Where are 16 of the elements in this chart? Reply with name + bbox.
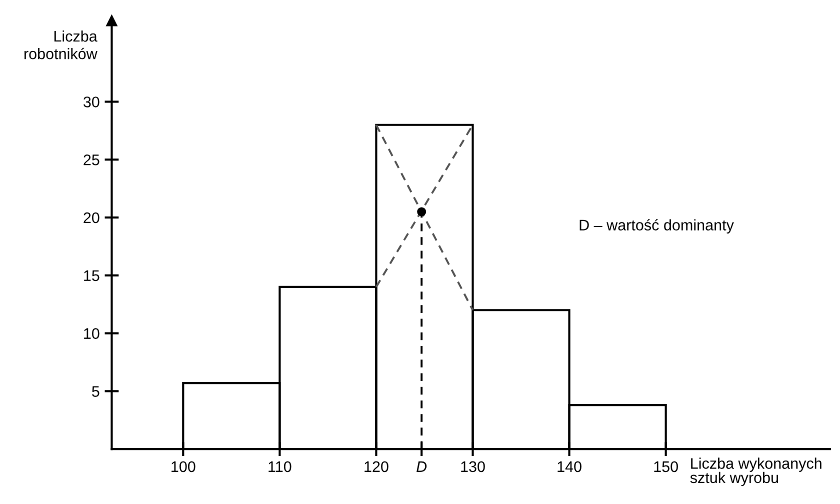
y-tick-label: 5 [92,386,100,397]
x-axis-title: Liczba wykonanych sztuk wyrobu [690,458,822,486]
y-tick-label: 15 [84,270,100,282]
y-tick-label: 10 [84,328,100,339]
x-tick-label: D [416,461,427,472]
annotation: D – wartość dominanty [580,219,734,234]
x-tick-label: 150 [654,461,678,472]
y-tick-label: 25 [84,154,100,166]
x-tick-label: 130 [461,461,485,472]
y-tick-label: 20 [84,212,100,224]
x-tick-label: 140 [558,461,582,472]
x-tick-label: 100 [172,461,196,472]
y-axis-title: Liczba robotników [24,30,98,60]
x-tick-label: 120 [364,461,388,472]
x-tick-label: 110 [268,461,292,472]
y-tick-label: 30 [84,96,100,108]
